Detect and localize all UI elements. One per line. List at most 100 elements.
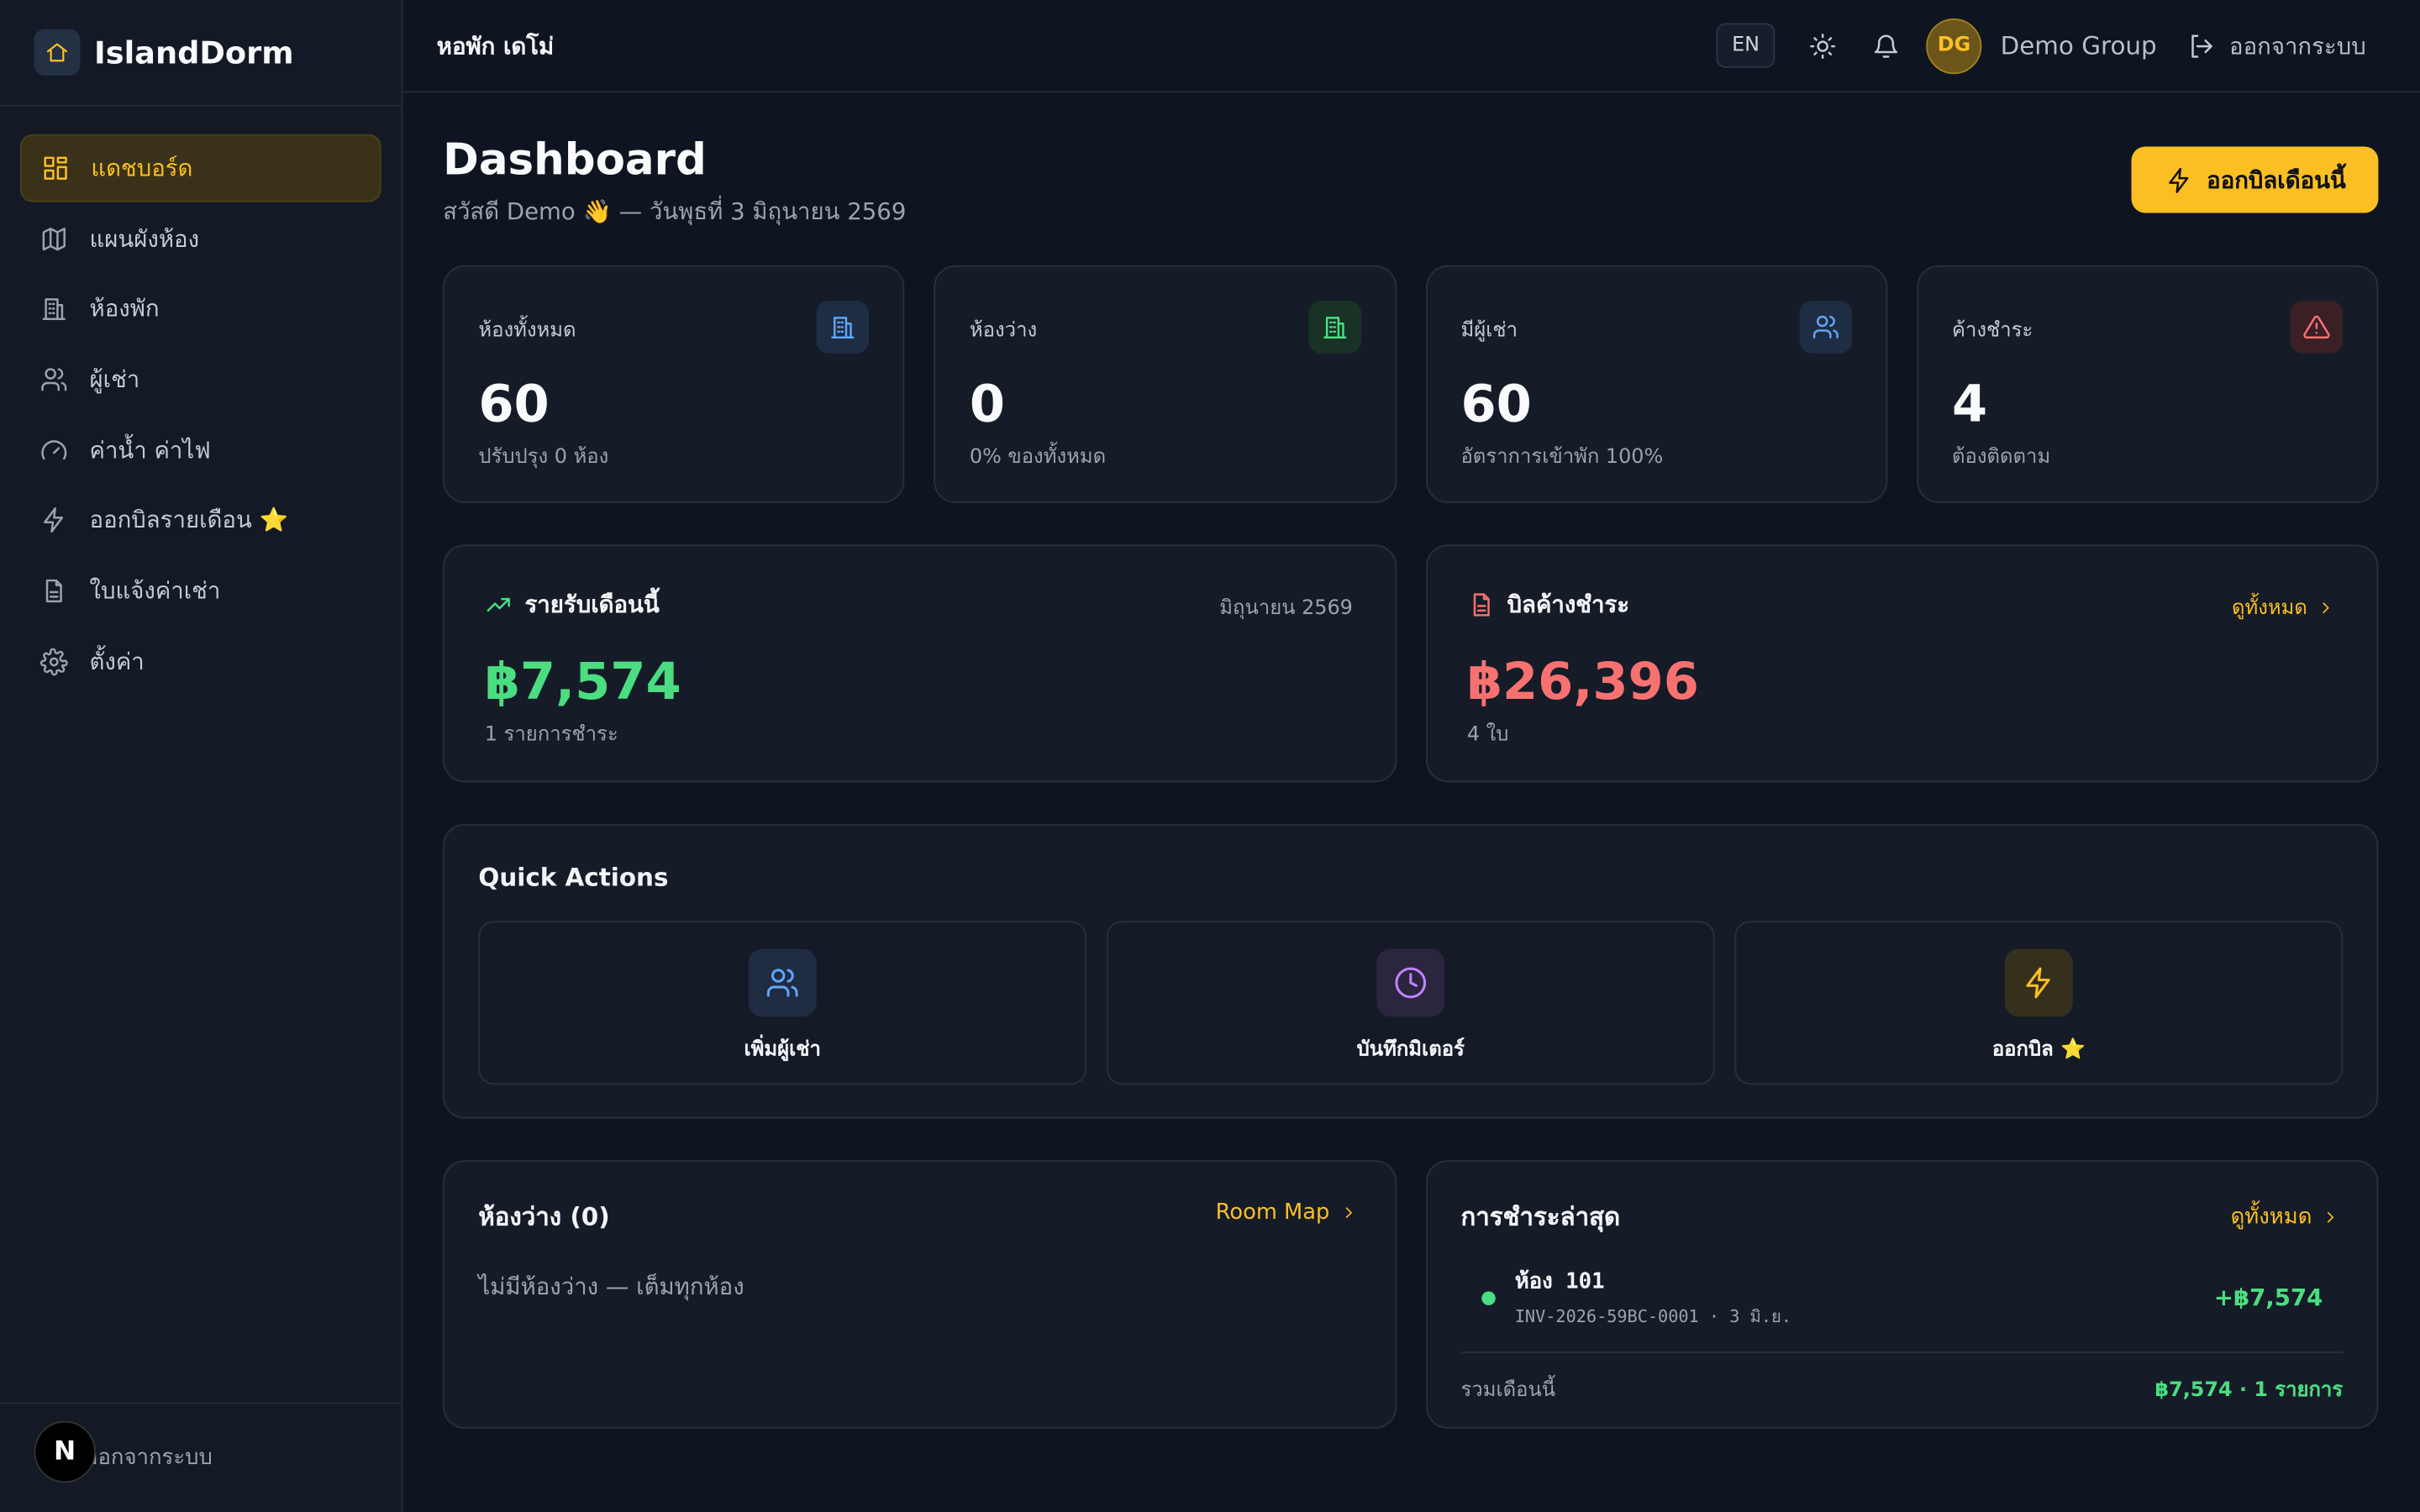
bottom-row: ห้องว่าง (0) Room Map ไม่มีห้องว่าง — เต… (443, 1119, 2379, 1429)
icon (2192, 34, 2213, 57)
nav-label[interactable]: แดชบอร์ด (91, 154, 193, 182)
icon (39, 648, 68, 675)
button-label[interactable]: ออกบิลเดือนนี้ (2207, 165, 2346, 194)
link-label[interactable]: Room Map (1215, 1200, 1330, 1226)
logo (34, 29, 81, 76)
stat-label: ห้องทั้งหมด (478, 319, 576, 343)
room-map-link[interactable]: Room Map (1216, 1200, 1358, 1225)
stat-value: 60 (1460, 373, 1532, 434)
icon (41, 439, 67, 459)
logout-label[interactable]: ออกจากระบบ (2229, 31, 2366, 60)
icon (2323, 601, 2329, 613)
icon (1472, 593, 1489, 617)
icon (1323, 317, 1346, 339)
icon (44, 156, 67, 180)
icon (1395, 967, 1427, 999)
total-value: ฿7,574 · 1 รายการ (2154, 1379, 2344, 1403)
icon (487, 597, 510, 612)
quick-action-icon[interactable] (748, 948, 817, 1017)
icon (2026, 967, 2050, 999)
income-amount: ฿7,574 (484, 651, 681, 711)
stat-icon (817, 301, 870, 354)
income-card: รายรับเดือนนี้ มิถุนายน 2569 ฿7,574 1 รา… (443, 544, 1397, 783)
icon (831, 317, 855, 339)
nav-label[interactable]: ค่าน้ำ ค่าไฟ (89, 436, 211, 465)
icon (2323, 601, 2329, 613)
icon (1812, 315, 1839, 339)
dev-badge[interactable]: N (34, 1420, 96, 1483)
notifications[interactable] (1863, 32, 1909, 60)
nav-item[interactable]: ห้องพัก (20, 276, 381, 344)
quick-action-row: เพิ่มผู้เช่า บันทึกมิเตอร์ ออกบิล ⭐ (478, 921, 2344, 1085)
icon (41, 368, 67, 391)
link-label[interactable]: ดูทั้งหมด (2230, 1205, 2312, 1230)
sidebar-logout[interactable]: N ออกจากระบบ (0, 1402, 402, 1512)
quick-action-label[interactable]: บันทึกมิเตอร์ (1356, 1038, 1465, 1062)
icon (42, 227, 66, 250)
logout-button[interactable]: ออกจากระบบ (2187, 27, 2366, 64)
nav-label[interactable]: ห้องพัก (89, 295, 160, 323)
stat-label: ค้างชำระ (1952, 319, 2033, 343)
nav: แดชบอร์ดแผนผังห้องห้องพักผู้เช่าค่าน้ำ ค… (0, 107, 402, 726)
icon (766, 969, 798, 997)
stat-note: ต้องติดตาม (1952, 445, 2051, 470)
payment-amount: +฿7,574 (2213, 1284, 2323, 1312)
quick-action[interactable]: เพิ่มผู้เช่า (478, 921, 1087, 1085)
quick-action-label[interactable]: ออกบิล ⭐ (1991, 1038, 2086, 1062)
stat-note: ปรับปรุง 0 ห้อง (478, 445, 609, 470)
icon (1344, 1207, 1351, 1219)
period: มิถุนายน 2569 (1219, 596, 1353, 621)
quick-action[interactable]: ออกบิล ⭐ (1734, 921, 2344, 1085)
icon (42, 298, 66, 321)
quick-action-icon[interactable] (1376, 948, 1445, 1017)
nav-label[interactable]: ออกบิลรายเดือน ⭐ (89, 507, 288, 535)
page-title: Dashboard (443, 134, 707, 186)
icon (46, 43, 68, 62)
stat-value: 60 (478, 373, 550, 434)
icon (1812, 315, 1839, 339)
nav-item[interactable]: แผนผังห้อง (20, 205, 381, 273)
quick-action-label[interactable]: เพิ่มผู้เช่า (744, 1038, 821, 1062)
icon (1323, 317, 1346, 339)
nav-item[interactable]: แดชบอร์ด (19, 134, 381, 202)
icon (45, 580, 62, 603)
stat-label: มีผู้เช่า (1460, 319, 1518, 343)
lang-toggle[interactable]: EN (1716, 23, 1776, 68)
icon (1875, 34, 1898, 57)
view-all-link[interactable]: ดูทั้งหมด (2232, 591, 2335, 623)
icon (2327, 1211, 2334, 1223)
payment-item[interactable]: ห้อง 101 INV-2026-59BC-0001 · 3 มิ.ย. +฿… (1460, 1237, 2344, 1353)
theme-toggle[interactable] (1800, 32, 1846, 60)
icon (39, 648, 68, 675)
stat-card: ห้องว่าง 0 0% ของทั้งหมด (934, 265, 1397, 503)
stat-card: ค้างชำระ 4 ต้องติดตาม (1916, 265, 2379, 503)
quick-action[interactable]: บันทึกมิเตอร์ (1106, 921, 1715, 1085)
quick-action-icon[interactable] (2004, 948, 2073, 1017)
stat-note: 0% ของทั้งหมด (969, 445, 1107, 470)
icon (42, 298, 66, 321)
stat-note: อัตราการเข้าพัก 100% (1460, 445, 1664, 470)
stat-card: มีผู้เช่า 60 อัตราการเข้าพัก 100% (1425, 265, 1887, 503)
nav-label[interactable]: ตั้งค่า (89, 648, 145, 676)
view-all-link[interactable]: ดูทั้งหมด (2231, 1200, 2340, 1234)
quick-actions: Quick Actions เพิ่มผู้เช่า บันทึกมิเตอร์… (443, 823, 2379, 1119)
nav-item[interactable]: ใบแจ้งค่าเช่า (20, 557, 381, 625)
nav-item[interactable]: ตั้งค่า (20, 627, 381, 696)
nav-label[interactable]: ใบแจ้งค่าเช่า (89, 577, 221, 606)
icon (2168, 166, 2188, 192)
nav-item[interactable]: ผู้เช่า (20, 346, 381, 414)
nav-label[interactable]: แผนผังห้อง (89, 224, 200, 253)
issue-bills-button[interactable]: ออกบิลเดือนนี้ (2131, 146, 2379, 213)
avatar[interactable]: DG (1926, 18, 1982, 74)
nav-item[interactable]: ค่าน้ำ ค่าไฟ (20, 416, 381, 484)
card-title: บิลค้างชำระ (1507, 591, 1630, 619)
link-label[interactable]: ดูทั้งหมด (2232, 596, 2307, 621)
nav-item[interactable]: ออกบิลรายเดือน ⭐ (20, 486, 381, 554)
icon (2026, 967, 2050, 999)
icon (487, 597, 510, 612)
stat-icon (2290, 301, 2344, 354)
logout-label[interactable]: ออกจากระบบ (85, 1446, 213, 1471)
icon (41, 439, 67, 459)
nav-label[interactable]: ผู้เช่า (89, 365, 140, 394)
